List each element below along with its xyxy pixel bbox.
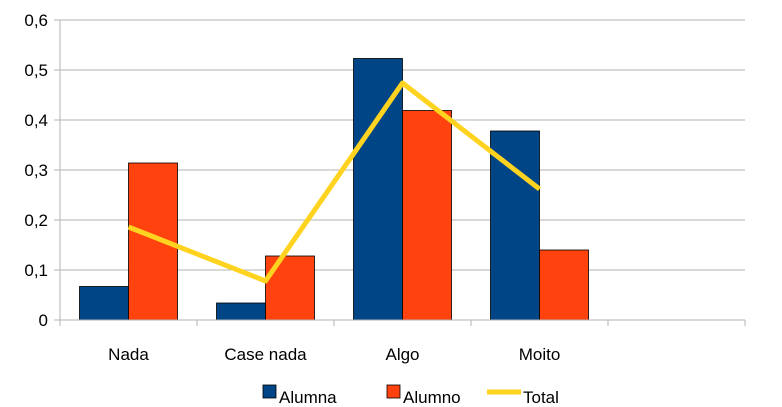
- bar-alumno-2: [402, 110, 452, 321]
- x-tick-labels: Nada Case nada Algo Moito: [108, 345, 560, 364]
- y-tick-label: 0,5: [24, 61, 48, 80]
- y-tick-label: 0,3: [24, 161, 48, 180]
- bar-alumna-3: [490, 130, 540, 321]
- bar-alumno-3: [539, 249, 589, 321]
- bar-alumno-1: [265, 255, 315, 321]
- legend-label-alumno: Alumno: [403, 388, 461, 407]
- y-tick-label: 0: [39, 311, 48, 330]
- legend-label-total: Total: [523, 388, 559, 407]
- y-tick-label: 0,4: [24, 111, 48, 130]
- y-tick-label: 0,6: [24, 11, 48, 30]
- y-tick-labels: 0 0,1 0,2 0,3 0,4 0,5 0,6: [24, 11, 48, 330]
- y-tick-label: 0,2: [24, 211, 48, 230]
- y-tick-label: 0,1: [24, 261, 48, 280]
- x-tick-label: Nada: [108, 345, 149, 364]
- axes: [54, 19, 746, 326]
- total-line: [127, 80, 542, 284]
- legend-swatch-alumno: [386, 384, 401, 399]
- legend: Alumna Alumno Total: [262, 384, 559, 407]
- x-tick-label: Moito: [519, 345, 561, 364]
- line-total: [127, 80, 542, 284]
- x-tick-label: Algo: [385, 345, 419, 364]
- bar-alumna-1: [216, 302, 266, 321]
- bar-alumna-0: [79, 286, 129, 321]
- legend-label-alumna: Alumna: [279, 388, 337, 407]
- x-tick-label: Case nada: [224, 345, 307, 364]
- bar-alumno-0: [128, 162, 178, 321]
- bars: [79, 58, 589, 321]
- legend-swatch-alumna: [262, 384, 277, 399]
